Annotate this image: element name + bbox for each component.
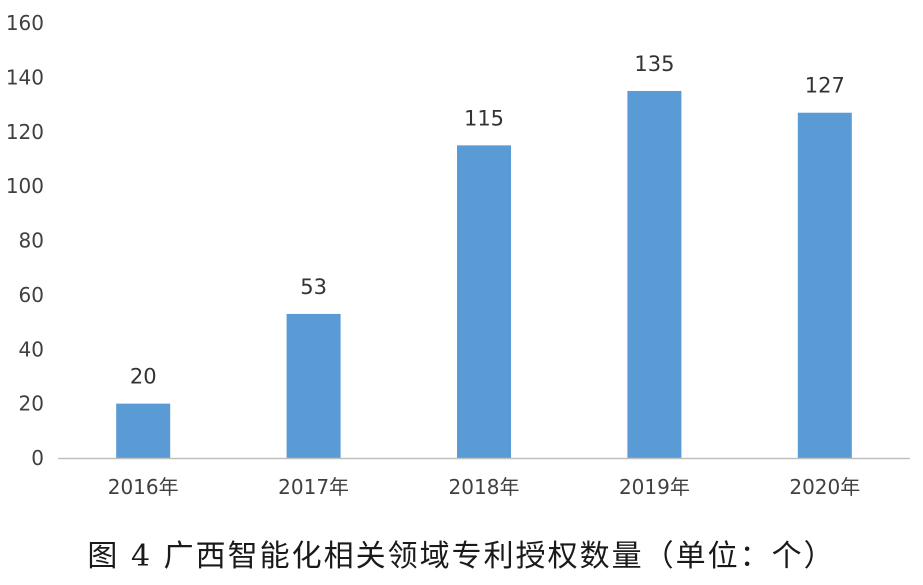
bar <box>457 145 511 458</box>
bar-value-label: 20 <box>130 365 157 389</box>
y-tick-label: 160 <box>6 11 44 35</box>
bar-chart: 0 20 40 60 80 100 120 140 160 20 53 115 135 127 2016… <box>6 11 910 499</box>
x-tick-label: 2016年 <box>108 475 179 499</box>
y-tick-label: 40 <box>19 337 44 361</box>
x-tick-label: 2020年 <box>789 475 860 499</box>
y-tick-label: 0 <box>31 446 44 470</box>
y-tick-label: 120 <box>6 120 44 144</box>
figure-caption: 图 4 广西智能化相关领域专利授权数量（单位：个） <box>87 539 836 574</box>
bar <box>797 112 852 458</box>
x-tick-label: 2018年 <box>449 475 520 499</box>
y-tick-label: 60 <box>19 283 44 307</box>
bar-value-label: 115 <box>464 106 504 130</box>
bar-value-label: 53 <box>300 275 327 299</box>
data-labels: 20 53 115 135 127 <box>130 52 845 389</box>
x-tick-label: 2017年 <box>278 475 349 499</box>
y-tick-label: 100 <box>6 174 44 198</box>
y-axis-tick-labels: 0 20 40 60 80 100 120 140 160 <box>6 11 44 470</box>
bar-value-label: 135 <box>634 52 674 76</box>
y-tick-label: 140 <box>6 65 44 89</box>
y-tick-label: 80 <box>19 229 44 253</box>
bar <box>286 313 341 458</box>
bar-value-label: 127 <box>805 74 845 98</box>
bar <box>627 90 682 458</box>
y-tick-label: 20 <box>19 392 44 416</box>
bar <box>116 403 171 458</box>
bar-series <box>116 90 852 458</box>
x-axis-tick-labels: 2016年 2017年 2018年 2019年 2020年 <box>108 475 861 499</box>
x-tick-label: 2019年 <box>619 475 690 499</box>
